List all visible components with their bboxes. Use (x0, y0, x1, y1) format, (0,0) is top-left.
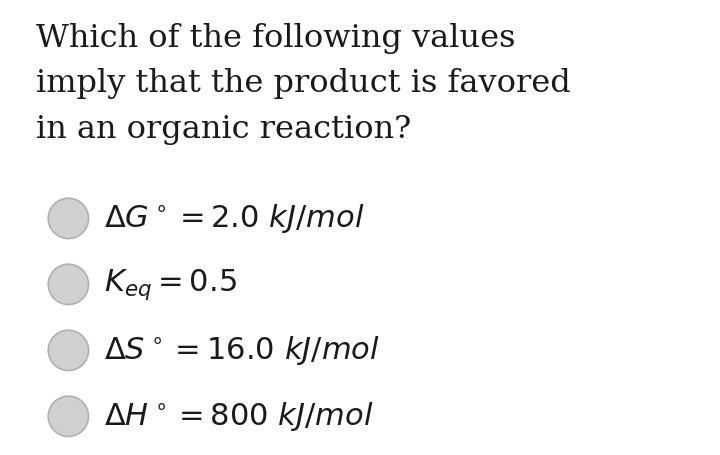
Ellipse shape (48, 264, 89, 304)
Text: imply that the product is favored: imply that the product is favored (36, 68, 571, 99)
Ellipse shape (48, 330, 89, 370)
Ellipse shape (48, 396, 89, 436)
Text: $\mathit{K_{eq} = 0.5}$: $\mathit{K_{eq} = 0.5}$ (104, 267, 237, 302)
Text: $\mathit{\Delta S^\circ = 16.0\ kJ/mol}$: $\mathit{\Delta S^\circ = 16.0\ kJ/mol}$ (104, 334, 380, 367)
Text: Which of the following values: Which of the following values (36, 23, 516, 54)
Text: $\mathit{\Delta H^\circ = 800\ kJ/mol}$: $\mathit{\Delta H^\circ = 800\ kJ/mol}$ (104, 400, 374, 433)
Text: $\mathit{\Delta G^\circ = 2.0\ kJ/mol}$: $\mathit{\Delta G^\circ = 2.0\ kJ/mol}$ (104, 202, 365, 235)
Ellipse shape (48, 198, 89, 238)
Text: in an organic reaction?: in an organic reaction? (36, 114, 411, 145)
